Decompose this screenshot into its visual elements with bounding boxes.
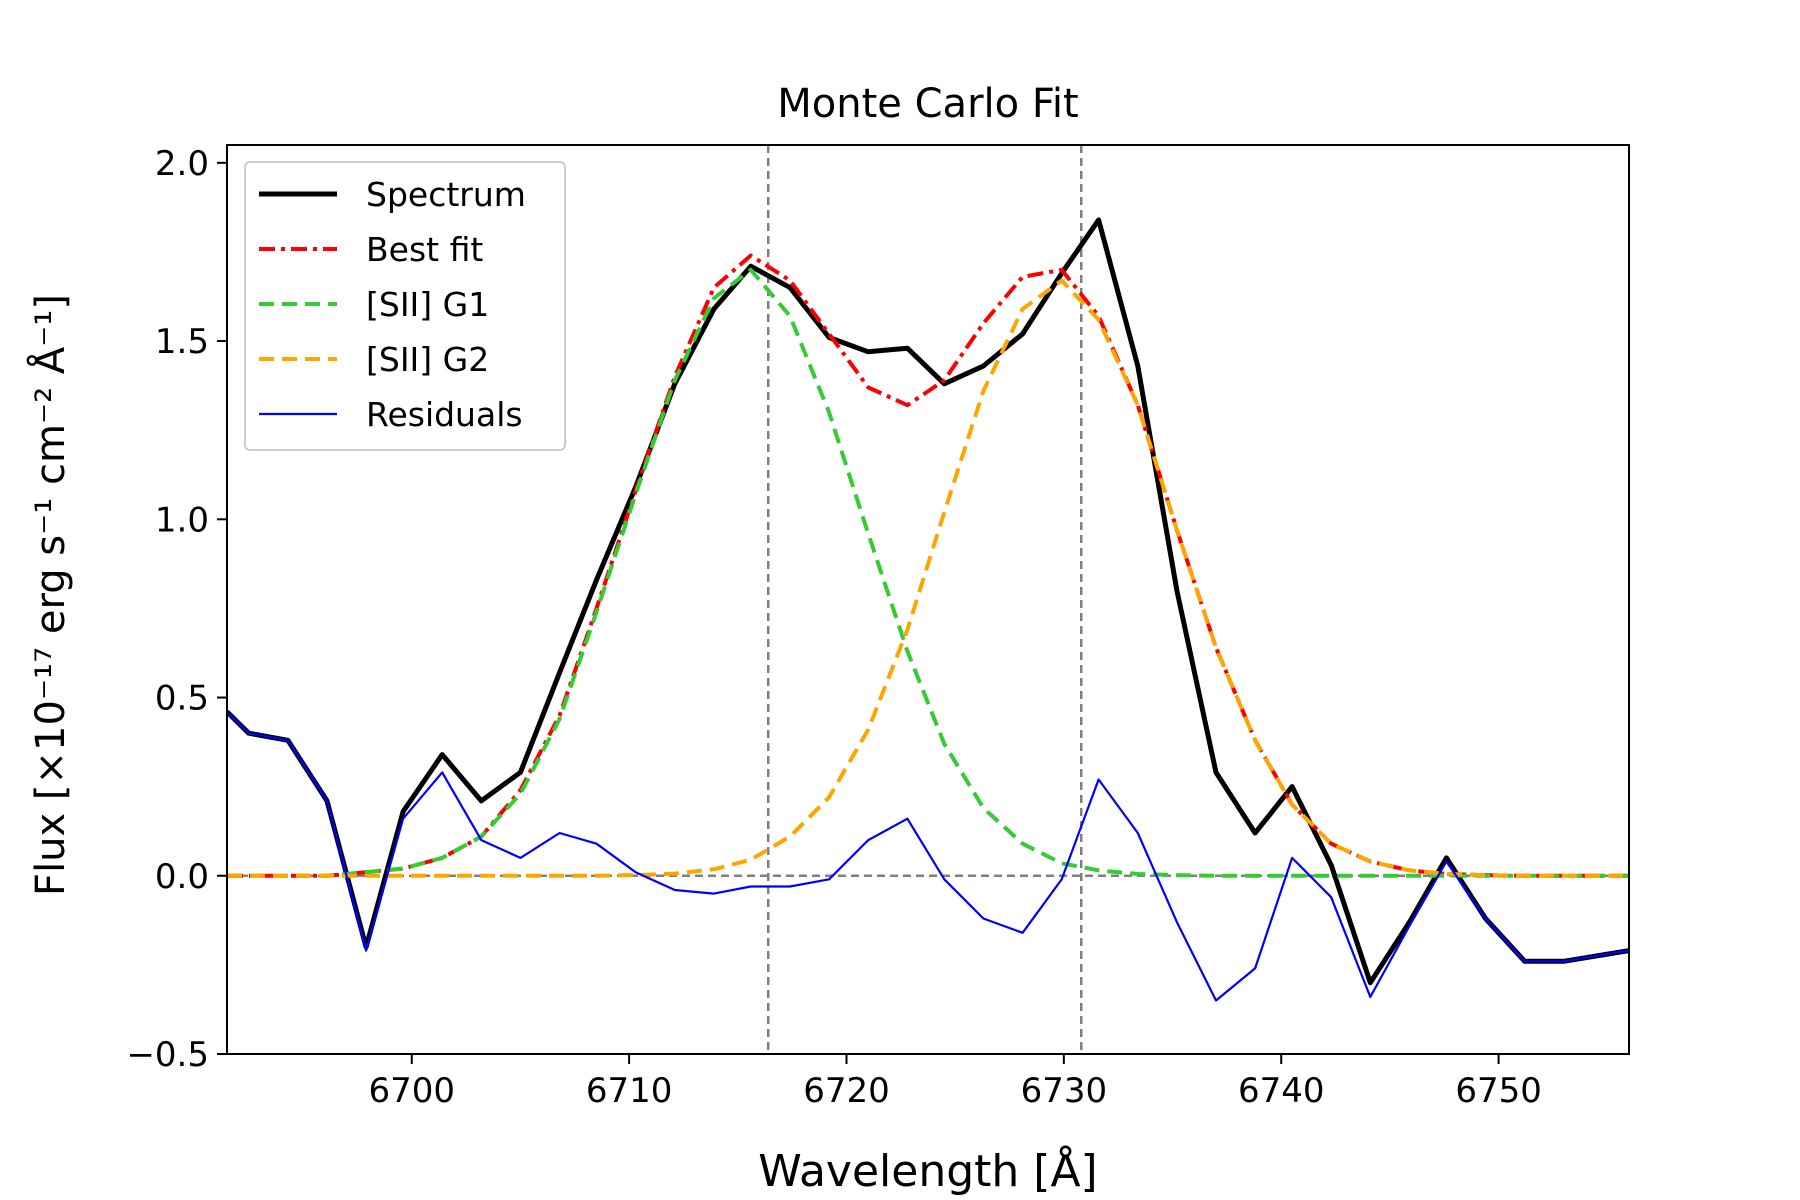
y-tick-label: 0.0 — [155, 857, 209, 897]
legend: Spectrum Best fit [SII] G1 [SII] G2 Residual… — [244, 161, 566, 451]
x-tick-label: 6750 — [1455, 1071, 1542, 1111]
y-tick-label: 0.5 — [155, 679, 209, 719]
legend-label-1: Spectrum — [366, 175, 526, 214]
legend-label-5: Residuals — [366, 395, 523, 434]
legend-box — [244, 161, 566, 451]
y-tick-label: −0.5 — [126, 1035, 209, 1075]
x-tick-label: 6730 — [1021, 1071, 1108, 1111]
y-tick-label: 1.0 — [155, 500, 209, 540]
chart-title: Monte Carlo Fit — [777, 81, 1078, 127]
x-tick-label: 6700 — [368, 1071, 455, 1111]
y-tick-label: 2.0 — [155, 144, 209, 184]
legend-label-2: Best fit — [366, 230, 483, 269]
plot-area — [227, 145, 1629, 1054]
x-tick-label: 6720 — [803, 1071, 890, 1111]
x-tick-label: 6740 — [1238, 1071, 1325, 1111]
plot-frame — [226, 144, 1630, 1055]
x-tick-label: 6710 — [586, 1071, 673, 1111]
y-axis-label: Flux [×10⁻¹⁷ erg s⁻¹ cm⁻² Å⁻¹] — [26, 294, 74, 896]
axis-ticks: 6700 6710 6720 6730 6740 6750 −0.5 0.0 0.5 1.0 1.5… — [126, 144, 1541, 1111]
legend-label-3: [SII] G1 — [366, 285, 489, 324]
x-axis-label: Wavelength [Å] — [758, 1144, 1097, 1197]
series-line-3 — [227, 267, 1629, 878]
legend-label-4: [SII] G2 — [366, 340, 489, 379]
y-tick-label: 1.5 — [155, 322, 209, 362]
series-line-2 — [227, 253, 1629, 878]
series-line-5 — [227, 711, 1629, 1002]
series-line-1 — [227, 217, 1629, 986]
